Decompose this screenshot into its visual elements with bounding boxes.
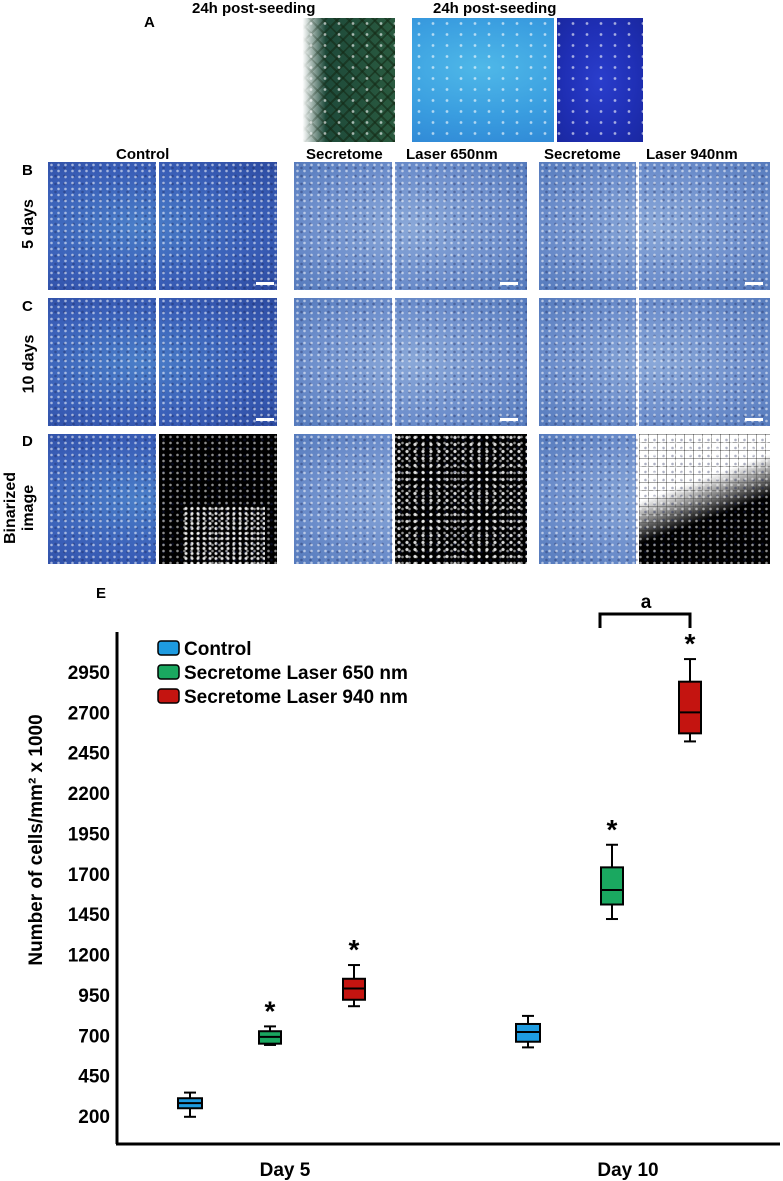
micrograph-b-control (48, 162, 277, 290)
significance-star: * (349, 934, 360, 965)
panel-d-letter: D (22, 433, 33, 450)
panel-c-letter: C (22, 298, 33, 315)
x-tick-labels: Day 5 Day 10 (260, 1160, 659, 1181)
micrograph-c-control (48, 298, 277, 426)
micrograph-c-laser650 (294, 298, 527, 426)
legend-label: Secretome Laser 940 nm (184, 687, 408, 708)
significance-star: * (685, 628, 696, 659)
bracket-label: a (641, 592, 652, 613)
y-tick-label: 950 (78, 986, 110, 1007)
chart-axes (115, 632, 780, 1146)
micrograph-d-laser940 (539, 434, 770, 564)
panel-a-left-title: 24h post-seeding (192, 0, 316, 17)
box-0-1 (515, 1014, 541, 1049)
column-title-secretome-940: Secretome (544, 146, 621, 163)
column-title-secretome-650: Secretome (306, 146, 383, 163)
box-2-0: * (342, 934, 366, 1008)
y-axis-label: Number of cells/mm² x 1000 (26, 714, 47, 965)
micrograph-b-laser940 (539, 162, 770, 290)
micrograph-a-right (412, 18, 643, 142)
micrograph-d-laser650 (294, 434, 527, 564)
legend-label: Secretome Laser 650 nm (184, 663, 408, 684)
y-tick-label: 1950 (68, 824, 110, 845)
box-0-0 (177, 1091, 203, 1118)
y-tick-label: 1700 (68, 865, 110, 886)
box-1-1: * (600, 814, 624, 921)
y-tick-label: 2200 (68, 784, 110, 805)
column-title-control: Control (116, 146, 170, 163)
chart-legend: Control Secretome Laser 650 nm Secretome L… (157, 639, 408, 708)
column-title-laser-940: Laser 940nm (646, 146, 738, 163)
legend-label: Control (184, 639, 252, 660)
y-tick-label: 2450 (68, 744, 110, 765)
box-1-0: * (258, 995, 282, 1046)
micrograph-c-laser940 (539, 298, 770, 426)
y-tick-label: 2950 (68, 663, 110, 684)
y-tick-label: 200 (78, 1107, 110, 1128)
y-tick-label: 1200 (68, 946, 110, 967)
column-title-laser-650: Laser 650nm (406, 146, 498, 163)
y-tick-label: 1450 (68, 905, 110, 926)
y-tick-labels: 200 450 700 950 1200 1450 1700 1950 2200 2450 2700… (68, 663, 110, 1128)
y-tick-label: 450 (78, 1067, 110, 1088)
box-series: * * * * (177, 628, 702, 1118)
y-tick-label: 700 (78, 1026, 110, 1047)
x-tick-label: Day 5 (260, 1160, 311, 1181)
y-tick-label: 2700 (68, 703, 110, 724)
panel-a-right-title: 24h post-seeding (433, 0, 557, 17)
micrograph-b-laser650 (294, 162, 527, 290)
panel-a-letter: A (144, 14, 155, 31)
significance-star: * (265, 995, 276, 1026)
legend-swatch (157, 688, 180, 704)
micrograph-d-control (48, 434, 277, 564)
significance-star: * (607, 814, 618, 845)
panel-e-letter: E (96, 585, 107, 602)
significance-bracket: a (598, 592, 692, 628)
box-2-1: * (678, 628, 702, 743)
legend-swatch (157, 640, 180, 656)
legend-swatch (157, 664, 180, 680)
box-body (600, 866, 624, 906)
box-body (678, 680, 702, 735)
x-tick-label: Day 10 (597, 1160, 658, 1181)
bracket-line (598, 612, 692, 628)
micrograph-a-left (164, 18, 395, 142)
panel-b-letter: B (22, 162, 33, 179)
